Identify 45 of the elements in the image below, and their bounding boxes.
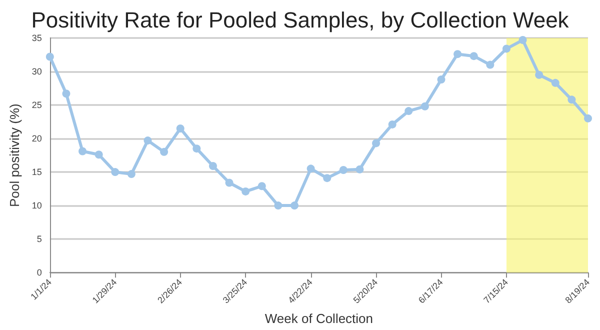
chart-title: Positivity Rate for Pooled Samples, by Collection Week [31, 8, 570, 32]
point [323, 174, 332, 182]
point [356, 165, 364, 174]
point [437, 76, 446, 84]
point [404, 107, 413, 116]
point [160, 148, 168, 156]
point [502, 44, 510, 53]
y-axis-title: Pool positivity (%) [7, 104, 22, 207]
y-tick-label: 20 [32, 134, 42, 144]
y-tick-label: 35 [32, 33, 42, 43]
point [388, 120, 396, 128]
point [568, 96, 576, 104]
point [339, 166, 348, 174]
point [258, 182, 266, 190]
point [535, 70, 544, 79]
y-tick-label: 5 [36, 234, 42, 244]
point [46, 52, 54, 61]
point [306, 164, 315, 173]
point [144, 136, 152, 145]
point [78, 147, 87, 156]
point [454, 50, 462, 58]
point [127, 170, 136, 178]
point [192, 144, 201, 153]
point [486, 60, 494, 69]
y-tick-label: 30 [32, 66, 42, 77]
point [94, 150, 103, 159]
point [111, 168, 120, 176]
y-tick-label: 10 [32, 200, 42, 211]
point [176, 124, 184, 132]
x-axis-title: Week of Collection [264, 311, 374, 326]
point [518, 36, 527, 44]
y-tick-label: 0 [36, 268, 42, 278]
point [372, 139, 380, 148]
point [584, 114, 592, 122]
point [551, 78, 560, 87]
point [290, 202, 298, 210]
point [62, 90, 70, 98]
point [470, 52, 478, 60]
point [274, 202, 282, 210]
y-tick-label: 25 [32, 100, 42, 110]
point [420, 102, 429, 110]
point [208, 162, 217, 170]
point [242, 187, 250, 196]
point [225, 178, 234, 187]
y-tick-label: 15 [32, 167, 42, 178]
